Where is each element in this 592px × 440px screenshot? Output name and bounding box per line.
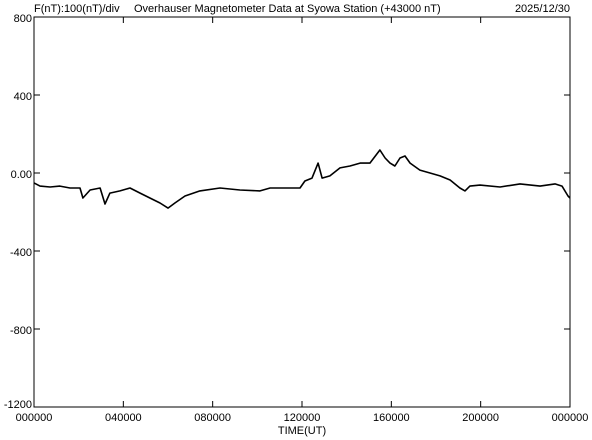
x-tick-label: 040000	[105, 412, 142, 424]
data-line	[33, 149, 571, 209]
scale-label: F(nT):100(nT)/div	[34, 3, 120, 15]
x-axis-label: TIME(UT)	[278, 425, 326, 437]
y-tick-label: 0.00	[11, 169, 32, 181]
x-tick-label: 000000	[16, 412, 53, 424]
date: 2025/12/30	[515, 3, 570, 15]
y-tick-label: -400	[10, 247, 32, 259]
x-tick-label: 000000	[552, 412, 589, 424]
y-tick-label: -1200	[4, 399, 32, 411]
chart-title: Overhauser Magnetometer Data at Syowa St…	[134, 3, 441, 15]
x-tick-label: 200000	[462, 412, 499, 424]
x-tick-label: 120000	[284, 412, 321, 424]
plot-frame	[33, 16, 571, 408]
x-tick-label: 160000	[373, 412, 410, 424]
y-tick-label: -800	[10, 325, 32, 337]
y-tick-label: 400	[14, 91, 32, 103]
y-tick-label: 800	[14, 13, 32, 25]
x-tick-label: 080000	[194, 412, 231, 424]
